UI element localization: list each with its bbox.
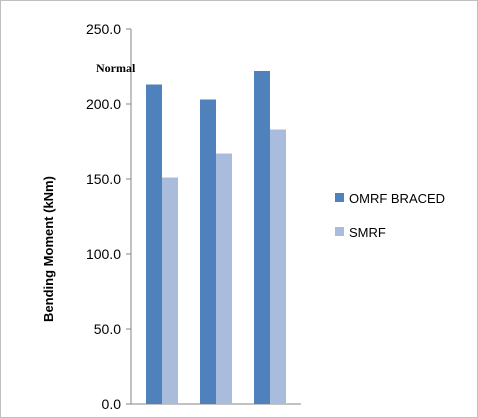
legend-swatch-omrf-braced [335, 193, 344, 202]
chart-annotation: Normal [96, 61, 136, 75]
y-tick-label: 50.0 [94, 321, 121, 337]
bar-smrf-2 [216, 153, 232, 404]
y-tick-label: 200.0 [86, 96, 121, 112]
y-tick-label: 250.0 [86, 21, 121, 37]
bar-omrf-braced-2 [200, 99, 216, 404]
legend-label-omrf-braced: OMRF BRACED [349, 191, 445, 206]
y-tick-label: 150.0 [86, 171, 121, 187]
bars [146, 71, 286, 404]
bar-smrf-1 [162, 177, 178, 404]
y-tick-label: 100.0 [86, 246, 121, 262]
legend-swatch-smrf [335, 227, 344, 236]
y-axis: 0.0 50.0 100.0 150.0 200.0 250.0 [86, 21, 301, 412]
legend-label-smrf: SMRF [349, 225, 386, 240]
y-tick-label: 0.0 [102, 396, 122, 412]
bar-smrf-3 [270, 129, 286, 404]
y-axis-title: Bending Moment (kNm) [41, 176, 56, 322]
legend: OMRF BRACED SMRF [335, 191, 445, 240]
bar-omrf-braced-3 [254, 71, 270, 404]
bar-omrf-braced-1 [146, 84, 162, 404]
